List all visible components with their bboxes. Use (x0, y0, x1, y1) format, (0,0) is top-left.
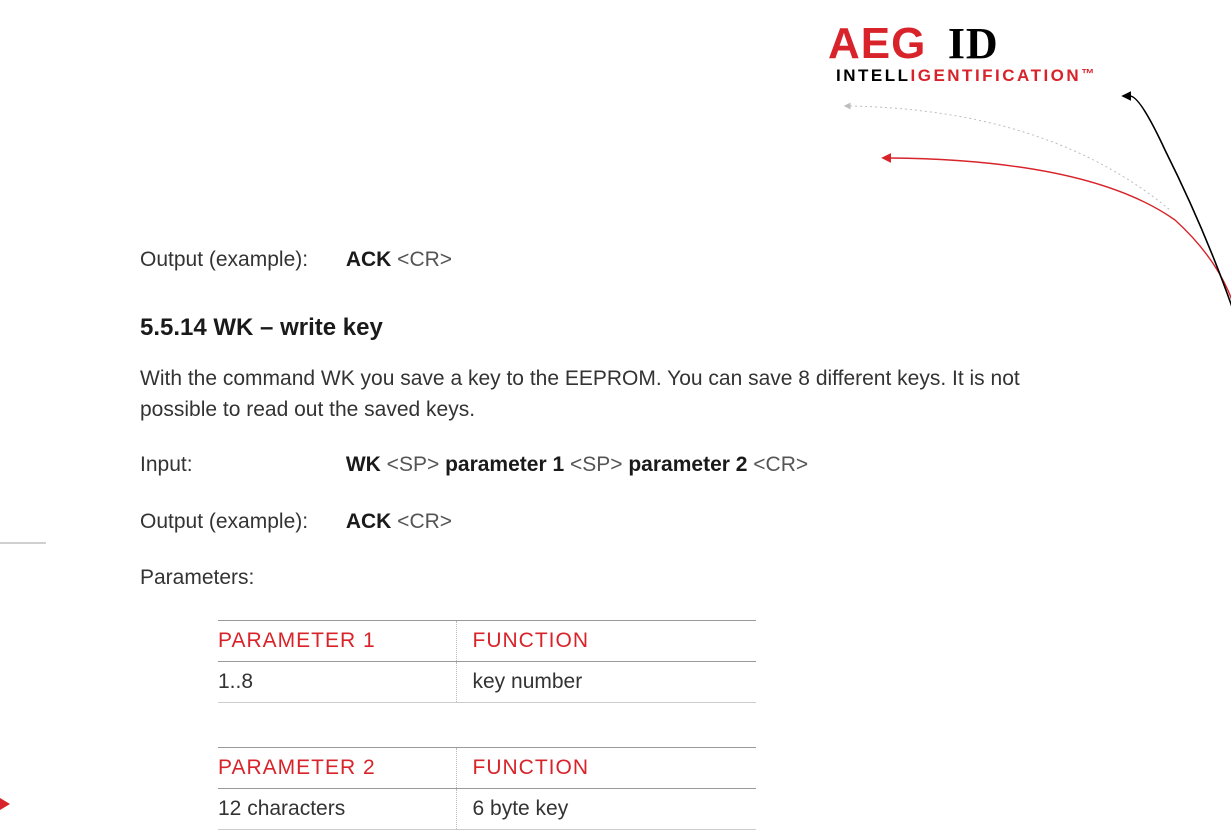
table2-header-col2: FUNCTION (456, 748, 756, 789)
table-header-row: PARAMETER 1 FUNCTION (218, 621, 756, 662)
page: AEG ID INTELLIGENTIFICATION™ Out (0, 0, 1231, 832)
parameters-label: Parameters: (140, 566, 254, 589)
output-example-1-ack: ACK (346, 248, 392, 271)
table-row: 1..8 key number (218, 662, 756, 703)
input-row: Input: WK <SP> parameter 1 <SP> paramete… (140, 451, 1100, 479)
table-header-row: PARAMETER 2 FUNCTION (218, 748, 756, 789)
left-arrow-icon (0, 798, 10, 810)
input-wk: WK (346, 453, 381, 476)
margin-tick (0, 542, 46, 544)
table2-header-col1: PARAMETER 2 (218, 748, 456, 789)
table2-row1-col1: 12 characters (218, 789, 456, 830)
table2-row1-col2: 6 byte key (456, 789, 756, 830)
parameter-2-table-wrap: PARAMETER 2 FUNCTION 12 characters 6 byt… (218, 747, 1100, 830)
output-example-1-label: Output (example): (140, 246, 340, 274)
input-parameter-2: parameter 2 (628, 453, 747, 476)
section-heading: 5.5.14 WK – write key (140, 314, 1100, 342)
tagline-tm: ™ (1081, 66, 1097, 81)
input-sp2: <SP> (564, 453, 628, 476)
tagline-part-1: INTELL (836, 66, 911, 85)
logo-tagline: INTELLIGENTIFICATION™ (836, 66, 1097, 86)
output-example-2-cr: <CR> (391, 510, 452, 533)
brand-logo: AEG ID INTELLIGENTIFICATION™ (828, 18, 999, 69)
output-example-1-cr: <CR> (391, 248, 452, 271)
output-example-1-value: ACK <CR> (346, 246, 452, 274)
parameter-1-table: PARAMETER 1 FUNCTION 1..8 key number (218, 620, 756, 703)
output-example-row-1: Output (example): ACK <CR> (140, 246, 1100, 274)
input-cr: <CR> (747, 453, 808, 476)
logo-aeg: AEG (828, 19, 926, 69)
input-value: WK <SP> parameter 1 <SP> parameter 2 <CR… (346, 451, 808, 479)
output-example-2-label: Output (example): (140, 508, 340, 536)
logo-id: ID (948, 18, 999, 69)
parameter-2-table: PARAMETER 2 FUNCTION 12 characters 6 byt… (218, 747, 756, 830)
table1-row1-col2: key number (456, 662, 756, 703)
parameters-label-row: Parameters: (140, 564, 1100, 592)
input-label: Input: (140, 451, 340, 479)
input-sp1: <SP> (381, 453, 445, 476)
content-area: Output (example): ACK <CR> 5.5.14 WK – w… (140, 246, 1100, 830)
logo-main: AEG ID (828, 18, 999, 69)
section-paragraph: With the command WK you save a key to th… (140, 364, 1100, 425)
tagline-part-2: IGENT (911, 66, 975, 85)
table1-row1-col1: 1..8 (218, 662, 456, 703)
output-example-2-ack: ACK (346, 510, 392, 533)
output-example-2-value: ACK <CR> (346, 508, 452, 536)
input-parameter-1: parameter 1 (445, 453, 564, 476)
parameter-1-table-wrap: PARAMETER 1 FUNCTION 1..8 key number (218, 620, 1100, 703)
output-example-row-2: Output (example): ACK <CR> (140, 508, 1100, 536)
table1-header-col2: FUNCTION (456, 621, 756, 662)
table-row: 12 characters 6 byte key (218, 789, 756, 830)
tagline-part-3: IFICATION (975, 66, 1081, 85)
table1-header-col1: PARAMETER 1 (218, 621, 456, 662)
